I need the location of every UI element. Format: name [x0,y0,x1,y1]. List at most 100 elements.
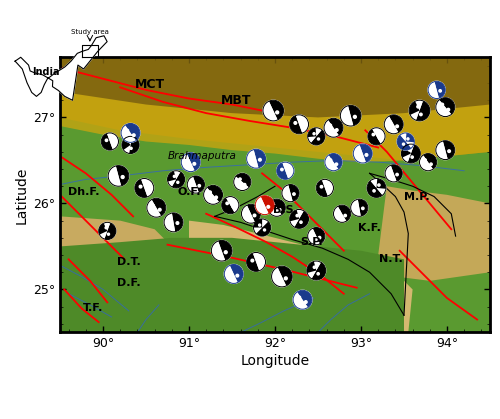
Circle shape [246,149,266,168]
Polygon shape [189,221,412,332]
X-axis label: Longitude: Longitude [240,354,310,368]
Wedge shape [367,187,376,197]
Circle shape [176,222,179,224]
Wedge shape [334,206,346,222]
Circle shape [282,184,299,202]
Wedge shape [409,100,423,120]
Circle shape [300,221,302,223]
Circle shape [338,211,340,213]
Wedge shape [204,188,219,204]
Wedge shape [294,211,308,228]
Circle shape [294,122,296,124]
Wedge shape [367,181,382,197]
Wedge shape [246,150,258,168]
Circle shape [132,134,135,137]
Wedge shape [316,268,326,279]
Wedge shape [348,106,361,126]
Circle shape [272,204,275,207]
Circle shape [147,198,166,217]
Wedge shape [316,136,325,145]
Wedge shape [218,241,232,261]
Text: Study area: Study area [71,29,109,35]
Wedge shape [254,219,262,228]
Circle shape [345,113,348,116]
Circle shape [204,185,223,204]
Text: O.F.: O.F. [177,187,201,197]
Wedge shape [125,124,140,141]
Circle shape [385,165,402,182]
Wedge shape [376,178,386,189]
Circle shape [424,159,426,161]
Circle shape [430,163,432,166]
Circle shape [251,259,254,262]
Circle shape [129,140,131,142]
Circle shape [318,236,321,239]
Circle shape [216,248,219,251]
Circle shape [324,118,343,137]
Wedge shape [186,153,200,171]
Wedge shape [102,133,113,150]
Circle shape [440,148,443,150]
Circle shape [253,214,256,217]
Wedge shape [262,228,270,236]
Circle shape [378,137,381,140]
Circle shape [229,271,232,274]
Wedge shape [370,178,386,195]
Wedge shape [230,264,243,282]
Circle shape [152,204,154,207]
Wedge shape [263,101,278,121]
Circle shape [105,227,107,229]
Circle shape [236,274,238,277]
Circle shape [314,266,316,269]
Circle shape [126,129,128,132]
Circle shape [378,184,380,186]
Wedge shape [116,166,129,186]
Wedge shape [406,133,414,142]
Wedge shape [222,198,234,214]
Circle shape [316,179,334,197]
Circle shape [255,196,274,215]
Circle shape [428,81,446,98]
Wedge shape [121,125,136,142]
Wedge shape [290,115,302,134]
Wedge shape [268,201,281,216]
Wedge shape [328,153,342,169]
Circle shape [224,264,243,283]
Circle shape [317,273,320,275]
Wedge shape [308,128,322,143]
Circle shape [215,196,218,199]
Circle shape [396,125,398,128]
Polygon shape [60,216,172,307]
Circle shape [272,266,292,287]
Circle shape [268,107,271,110]
Circle shape [447,109,450,111]
Circle shape [239,178,241,180]
Wedge shape [340,106,353,126]
Circle shape [439,90,442,92]
Text: D.F.: D.F. [117,277,140,287]
Circle shape [420,113,422,116]
Wedge shape [368,129,381,145]
Circle shape [420,153,436,171]
Circle shape [389,121,392,124]
Circle shape [146,188,150,191]
Text: India: India [32,67,60,77]
Wedge shape [397,135,411,150]
Wedge shape [296,115,308,133]
Circle shape [174,175,176,177]
Circle shape [246,211,248,213]
Circle shape [112,142,114,144]
Circle shape [254,219,270,236]
Wedge shape [290,210,304,227]
Circle shape [308,128,325,145]
Circle shape [186,159,188,162]
Wedge shape [358,199,368,216]
Circle shape [158,208,161,211]
Polygon shape [60,57,490,162]
Circle shape [122,136,139,153]
Circle shape [222,197,239,214]
Wedge shape [282,162,294,179]
Circle shape [212,241,232,261]
Text: K.F.: K.F. [358,222,381,233]
Circle shape [106,139,108,142]
